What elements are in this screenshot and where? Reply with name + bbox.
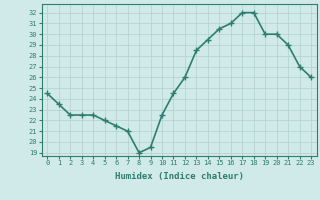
X-axis label: Humidex (Indice chaleur): Humidex (Indice chaleur) [115,172,244,181]
